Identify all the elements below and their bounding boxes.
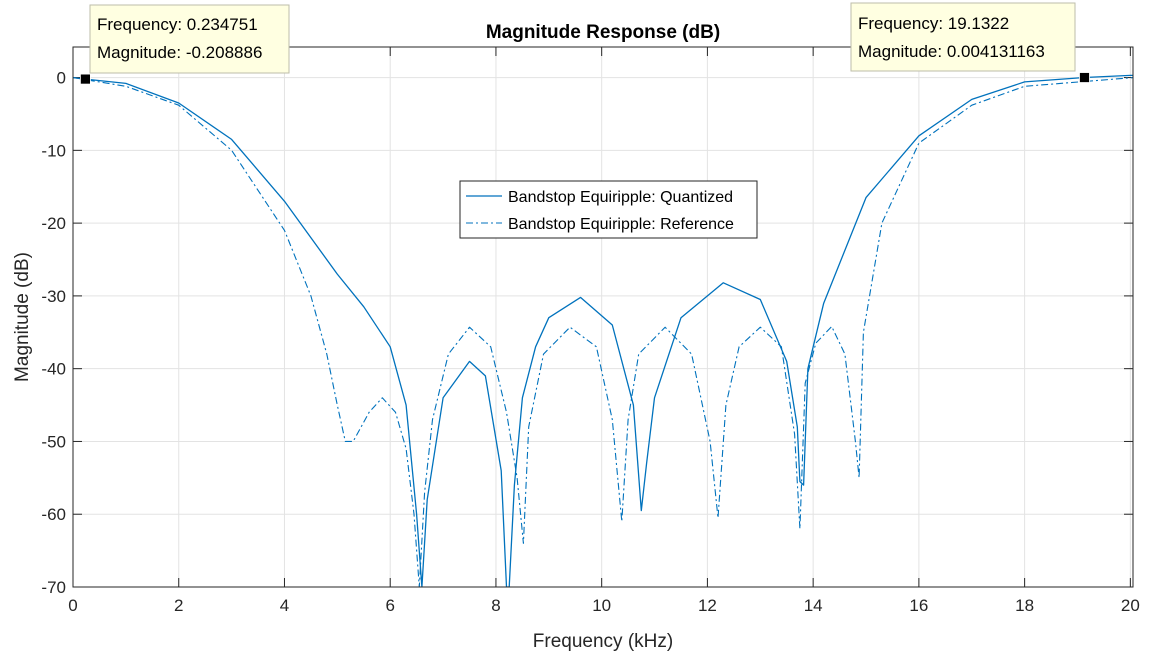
y-tick-label: -50 [41,432,66,451]
datatip-markers [80,72,1090,85]
legend-label-reference: Bandstop Equiripple: Reference [508,216,734,233]
datatip-left-frequency: Frequency: 0.234751 [97,15,258,34]
x-tick-label: 8 [491,596,500,615]
x-tick-label: 4 [280,596,289,615]
x-tick-label: 14 [804,596,823,615]
x-tick-label: 6 [385,596,394,615]
x-tick-label: 2 [174,596,183,615]
y-axis-label: Magnitude (dB) [12,252,33,382]
datatip-right-marker [1079,72,1090,83]
series-line-reference [73,77,1133,587]
legend: Bandstop Equiripple: Quantized Bandstop … [459,180,758,239]
series-layer [73,74,1133,587]
legend-box [459,180,758,239]
datatip-right[interactable]: Frequency: 19.1322 Magnitude: 0.00413116… [850,2,1076,72]
datatip-right-box [850,2,1076,72]
axes-box [72,46,1134,588]
y-tick-label: -40 [41,360,66,379]
datatip-left-box [89,4,290,74]
x-tick-label: 10 [592,596,611,615]
tick-labels: 0 2 4 6 8 10 12 14 16 18 20 0 -10 -20 -30 -40 -50 -60 -70 [41,69,1139,615]
y-tick-label: -10 [41,141,66,160]
datatip-right-frequency: Frequency: 19.1322 [858,14,1009,33]
datatip-left-magnitude: Magnitude: -0.208886 [97,43,262,62]
y-tick-label: -20 [41,214,66,233]
legend-label-quantized: Bandstop Equiripple: Quantized [508,189,733,206]
x-tick-label: 16 [909,596,928,615]
datatip-left[interactable]: Frequency: 0.234751 Magnitude: -0.208886 [89,4,290,74]
x-tick-label: 12 [698,596,717,615]
y-tick-label: -60 [41,505,66,524]
x-tick-label: 18 [1015,596,1034,615]
x-tick-label: 0 [68,596,77,615]
chart-title: Magnitude Response (dB) [486,22,720,43]
datatip-right-magnitude: Magnitude: 0.004131163 [858,42,1045,61]
x-axis-label: Frequency (kHz) [533,631,673,652]
y-tick-label: 0 [57,69,66,88]
x-tick-label: 20 [1121,596,1140,615]
datatip-left-marker [80,73,91,85]
grid-lines [73,47,1133,587]
y-tick-label: -30 [41,287,66,306]
y-tick-label: -70 [41,578,66,597]
series-line-quantized [73,74,1133,587]
